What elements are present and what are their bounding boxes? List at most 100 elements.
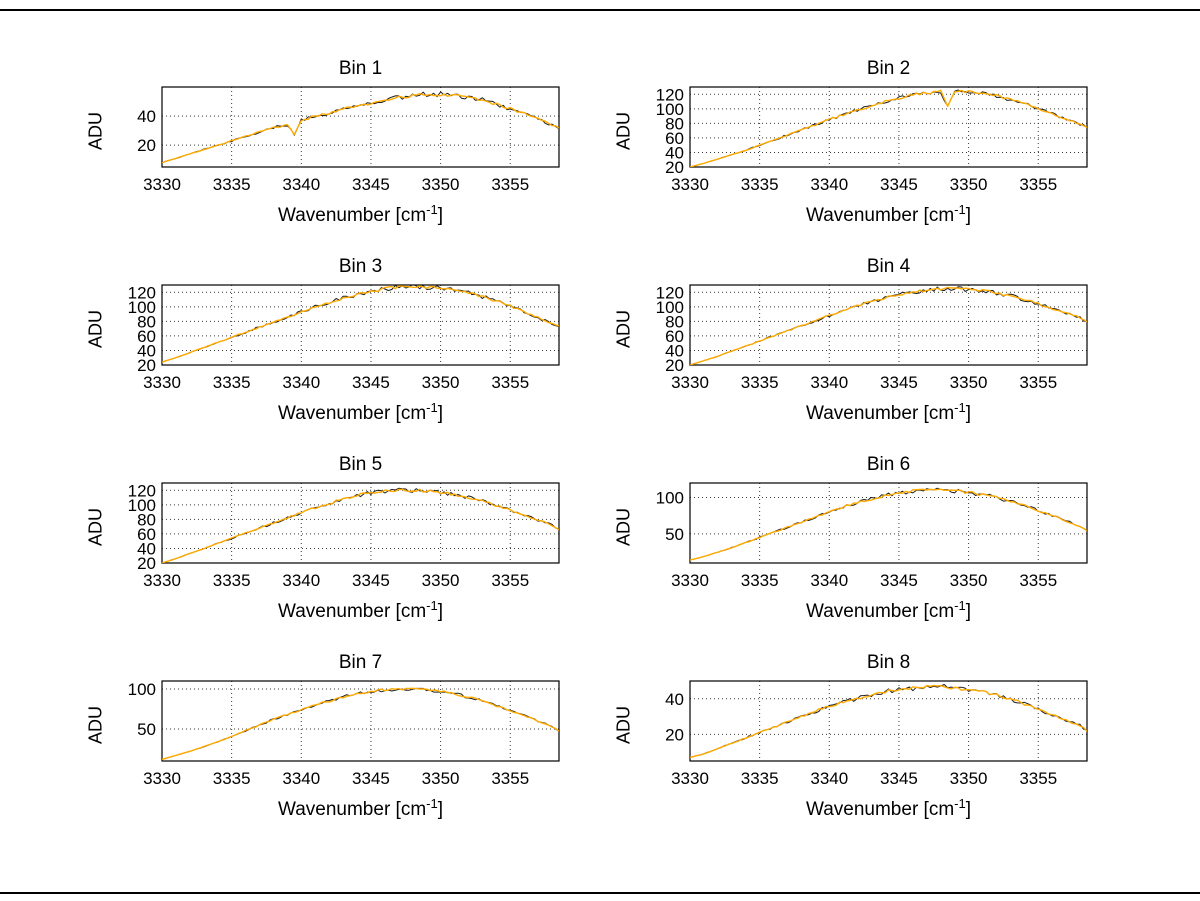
plot-row: ADU 3330 3335 3340 3345 3350 3355 20 40 60 80 100 1…	[85, 479, 569, 591]
subplot-bin-6: Bin 6 ADU 3330 3335 3340 3345 3350 3355 50 100 …	[613, 451, 1097, 649]
y-tick-label: 20	[665, 356, 684, 375]
y-tick-label: 50	[137, 720, 156, 739]
x-axis-label: Wavenumber [cm-1]	[690, 195, 1087, 231]
plot-row: ADU 3330 3335 3340 3345 3350 3355 20 40	[85, 83, 569, 195]
x-tick-label: 3340	[282, 571, 320, 590]
x-tick-label: 3355	[491, 373, 529, 392]
plot-row: ADU 3330 3335 3340 3345 3350 3355 50 100	[85, 677, 569, 789]
x-tick-label: 3340	[282, 175, 320, 194]
plot-row: ADU 3330 3335 3340 3345 3350 3355 50 100	[613, 479, 1097, 591]
figure-border-bottom	[0, 892, 1200, 894]
y-tick-label: 80	[137, 312, 156, 331]
y-tick-label: 60	[665, 327, 684, 346]
y-axis-label: ADU	[613, 508, 634, 547]
spectrum-under-line	[162, 687, 559, 760]
plot-frame	[689, 680, 1088, 762]
x-tick-label: 3345	[880, 175, 918, 194]
spectrum-line	[162, 488, 559, 563]
plot-title: Bin 6	[866, 454, 911, 475]
x-tick-label: 3350	[950, 175, 988, 194]
subplot-bin-8: Bin 8 ADU 3330 3335 3340 3345 3350 3355 20 40 W…	[613, 649, 1097, 847]
x-tick-label: 3345	[352, 175, 390, 194]
y-axis-label: ADU	[85, 112, 106, 151]
y-tick-label: 20	[665, 158, 684, 177]
x-tick-label: 3340	[810, 175, 848, 194]
y-tick-label: 80	[665, 114, 684, 133]
y-tick-label: 20	[665, 725, 684, 744]
plot-title: Bin 1	[338, 58, 383, 79]
plot-row: ADU 3330 3335 3340 3345 3350 3355 20 40	[613, 677, 1097, 789]
plot-frame	[161, 680, 560, 762]
x-axis-label-text: Wavenumber [cm	[277, 799, 427, 820]
x-axis-label: Wavenumber [cm-1]	[162, 393, 559, 429]
spectrum-under-line	[162, 91, 559, 164]
x-axis-label-text: Wavenumber [cm	[277, 601, 427, 622]
subplot-bin-2: Bin 2 ADU 3330 3335 3340 3345 3350 3355 20 40 60…	[613, 55, 1097, 253]
y-tick-label: 100	[128, 680, 156, 699]
subplot-grid: Bin 1 ADU 3330 3335 3340 3345 3350 3355 20 40 W…	[85, 55, 1097, 847]
x-tick-label: 3335	[741, 373, 779, 392]
y-tick-label: 120	[656, 85, 684, 104]
y-tick-label: 40	[137, 107, 156, 126]
x-axis-label-text: Wavenumber [cm	[805, 205, 955, 226]
y-tick-label: 40	[665, 690, 684, 709]
plot-row: ADU 3330 3335 3340 3345 3350 3355 20 40 60 80 100 1…	[85, 281, 569, 393]
x-axis-label: Wavenumber [cm-1]	[162, 789, 559, 825]
y-tick-label: 100	[128, 298, 156, 317]
x-axis-label: Wavenumber [cm-1]	[690, 591, 1087, 627]
plot-title: Bin 3	[338, 256, 383, 277]
x-tick-label: 3355	[1019, 769, 1057, 788]
subplot-bin-1: Bin 1 ADU 3330 3335 3340 3345 3350 3355 20 40 W…	[85, 55, 569, 253]
x-tick-label: 3350	[950, 373, 988, 392]
x-axis-label-close: ]	[965, 601, 971, 622]
plot-frame	[161, 482, 560, 564]
y-tick-label: 100	[656, 489, 684, 508]
x-tick-label: 3355	[1019, 373, 1057, 392]
x-tick-label: 3335	[213, 769, 251, 788]
x-axis-label-close: ]	[437, 205, 443, 226]
x-axis-label-close: ]	[437, 403, 443, 424]
y-tick-label: 50	[665, 525, 684, 544]
x-axis-label-text: Wavenumber [cm	[277, 205, 427, 226]
x-tick-label: 3345	[880, 373, 918, 392]
plot-title: Bin 4	[866, 256, 911, 277]
plot-area: 3330 3335 3340 3345 3350 3355 20 40	[137, 86, 560, 194]
x-axis-label-close: ]	[965, 403, 971, 424]
x-axis-label-superscript: -1	[954, 202, 966, 217]
x-tick-label: 3330	[671, 175, 709, 194]
figure-border-top	[0, 9, 1200, 11]
subplot-bin-4: Bin 4 ADU 3330 3335 3340 3345 3350 3355 20 40 60…	[613, 253, 1097, 451]
x-tick-label: 3335	[213, 571, 251, 590]
plot-frame	[161, 86, 560, 168]
x-tick-label: 3355	[1019, 175, 1057, 194]
plot-frame	[689, 482, 1088, 564]
x-tick-label: 3335	[741, 571, 779, 590]
x-axis-label: Wavenumber [cm-1]	[690, 789, 1087, 825]
x-tick-label: 3330	[671, 769, 709, 788]
x-tick-label: 3345	[352, 769, 390, 788]
y-tick-label: 20	[137, 554, 156, 573]
x-axis-label-close: ]	[965, 205, 971, 226]
x-tick-label: 3355	[491, 175, 529, 194]
spectrum-under-line	[690, 286, 1087, 365]
x-tick-label: 3345	[880, 571, 918, 590]
x-axis-label-close: ]	[437, 799, 443, 820]
x-axis-label: Wavenumber [cm-1]	[162, 591, 559, 627]
x-axis-label-superscript: -1	[954, 598, 966, 613]
x-tick-label: 3330	[143, 769, 181, 788]
spectrum-under-line	[690, 487, 1087, 561]
x-axis-label-superscript: -1	[426, 598, 438, 613]
x-axis-label: Wavenumber [cm-1]	[690, 393, 1087, 429]
y-tick-label: 120	[128, 481, 156, 500]
x-axis-label-close: ]	[437, 601, 443, 622]
plot-title: Bin 5	[338, 454, 383, 475]
y-axis-label: ADU	[613, 112, 634, 151]
x-axis-label-superscript: -1	[426, 400, 438, 415]
x-axis-label: Wavenumber [cm-1]	[162, 195, 559, 231]
x-tick-label: 3340	[810, 571, 848, 590]
x-tick-label: 3355	[491, 571, 529, 590]
